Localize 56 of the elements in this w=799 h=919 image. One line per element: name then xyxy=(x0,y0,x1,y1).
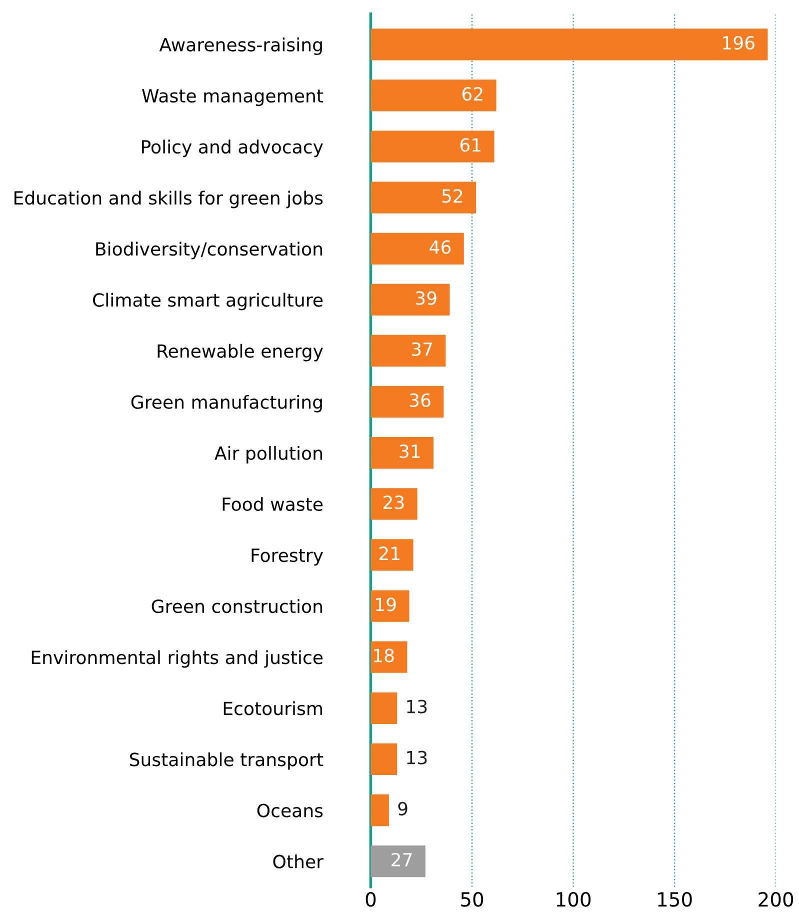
data-label: 52 xyxy=(442,189,462,203)
bar xyxy=(370,386,444,418)
bar xyxy=(370,28,768,60)
x-tick-label: 0 xyxy=(366,892,376,907)
y-tick-label: Environmental rights and justice xyxy=(32,650,323,668)
y-tick-label: Oceans xyxy=(257,804,323,818)
y-tick-label: Sustainable transport xyxy=(130,752,324,770)
bar xyxy=(370,334,446,367)
x-tick-label: 150 xyxy=(658,892,692,907)
data-label: 27 xyxy=(392,852,412,866)
x-tick-label: 100 xyxy=(556,892,591,907)
bar xyxy=(370,437,434,469)
y-tick-label: Renewable energy xyxy=(158,344,323,362)
bar xyxy=(370,130,494,162)
x-tick-label: 200 xyxy=(758,892,794,907)
y-tick-label: Ecotourism xyxy=(224,701,322,716)
data-label: 61 xyxy=(460,138,480,152)
y-tick-label: Green manufacturing xyxy=(131,394,322,412)
data-label: 31 xyxy=(400,444,420,458)
bar xyxy=(370,284,450,316)
data-label: 37 xyxy=(412,342,432,356)
y-tick-label: Air pollution xyxy=(214,446,322,464)
bar xyxy=(370,590,410,622)
bar xyxy=(370,845,426,878)
bar xyxy=(370,794,389,826)
y-tick-label: Policy and advocacy xyxy=(142,140,323,158)
data-label: 18 xyxy=(374,648,394,662)
data-label: 13 xyxy=(407,700,427,714)
y-tick-label: Forestry xyxy=(252,548,323,566)
x-tick-label: 50 xyxy=(461,892,484,907)
y-tick-label: Biodiversity/conservation xyxy=(96,242,322,260)
data-label: 39 xyxy=(416,291,436,305)
data-label: 23 xyxy=(384,496,404,510)
y-tick-label: Other xyxy=(273,854,324,868)
y-tick-label: Green construction xyxy=(152,599,322,614)
bar xyxy=(370,692,398,724)
bar xyxy=(370,488,418,520)
data-label: 46 xyxy=(430,240,451,254)
bar xyxy=(370,539,414,571)
data-label: 19 xyxy=(376,598,396,612)
y-tick-label: Awareness-raising xyxy=(159,38,322,56)
bar xyxy=(370,232,464,264)
y-tick-label: Waste management xyxy=(142,89,324,106)
y-tick-label: Food waste xyxy=(222,497,323,512)
y-tick-label: Education and skills for green jobs xyxy=(14,190,323,208)
bar xyxy=(370,641,408,673)
data-label: 36 xyxy=(410,393,430,408)
bar xyxy=(370,80,496,112)
data-label: 13 xyxy=(407,750,427,764)
data-label: 21 xyxy=(379,546,400,560)
data-label: 62 xyxy=(462,87,482,101)
y-tick-label: Climate smart agriculture xyxy=(93,292,323,310)
data-label: 9 xyxy=(398,802,408,816)
data-label: 196 xyxy=(723,36,754,50)
bar xyxy=(370,182,476,214)
bar xyxy=(370,743,398,776)
